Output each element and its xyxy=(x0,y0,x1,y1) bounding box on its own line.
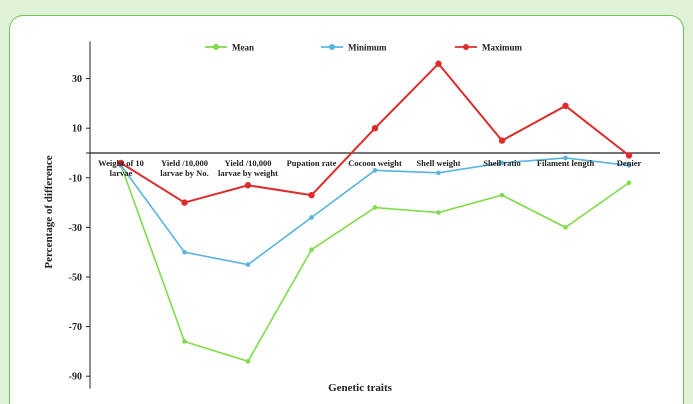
data-point-minimum xyxy=(563,155,568,161)
series-group xyxy=(117,60,633,364)
data-point-mean xyxy=(563,225,568,230)
legend-swatch-marker xyxy=(329,44,335,50)
data-point-mean xyxy=(309,247,314,253)
data-point-mean xyxy=(499,192,505,198)
data-point-maximum xyxy=(117,159,125,167)
data-point-maximum xyxy=(562,102,569,110)
x-category-label: Shell ratio xyxy=(483,158,521,168)
y-tick-label: -70 xyxy=(69,322,82,333)
y-tick-label: 10 xyxy=(72,124,82,135)
data-point-mean xyxy=(626,180,632,186)
legend: Mean Minimum Maximum xyxy=(205,43,522,53)
data-point-maximum xyxy=(625,152,633,159)
data-point-minimum xyxy=(626,163,632,168)
data-point-minimum xyxy=(245,262,251,267)
data-point-minimum xyxy=(309,215,314,220)
data-point-minimum xyxy=(499,160,505,166)
axes: 30 10 -10 -30 -50 -70 -90 xyxy=(69,41,660,389)
x-category-label: Yield /10,000 larvae by weight xyxy=(218,158,278,178)
y-tick-label: -10 xyxy=(69,173,82,184)
data-point-mean xyxy=(436,210,441,215)
legend-swatch-marker xyxy=(463,44,469,50)
data-point-mean xyxy=(182,339,187,344)
x-category-label: Denier xyxy=(617,158,642,168)
data-point-maximum xyxy=(308,191,315,199)
category-labels: Weight of 10 larvae Yield /10,000 larvae by… xyxy=(98,158,641,178)
series-line-maximum xyxy=(120,62,630,204)
x-category-label: Pupation rate xyxy=(287,158,337,168)
y-axis-title: Percentage of difference xyxy=(43,155,55,268)
data-point-mean xyxy=(245,359,251,364)
x-axis-title: Genetic traits xyxy=(328,382,393,394)
data-point-mean xyxy=(372,205,378,210)
data-point-minimum xyxy=(182,249,187,255)
legend-label-maximum: Maximum xyxy=(482,43,522,53)
x-category-label: Cocoon weight xyxy=(348,158,402,168)
x-category-label: Weight of 10 larvae xyxy=(98,158,144,178)
data-point-maximum xyxy=(371,125,379,132)
y-tick-label: -90 xyxy=(69,372,82,383)
data-point-maximum xyxy=(498,137,506,144)
legend-label-mean: Mean xyxy=(232,43,254,53)
x-category-label: Yield /10,000 larvae by No. xyxy=(160,158,208,178)
data-point-minimum xyxy=(372,168,378,173)
data-point-maximum xyxy=(244,182,252,189)
series-line-mean xyxy=(120,165,630,363)
data-point-minimum xyxy=(436,170,441,176)
y-tick-label: 30 xyxy=(72,74,82,85)
legend-label-minimum: Minimum xyxy=(348,43,387,53)
y-tick-label: -50 xyxy=(69,273,82,284)
x-category-label: Filament length xyxy=(537,158,595,168)
x-category-label: Shell weight xyxy=(416,158,460,168)
data-point-maximum xyxy=(435,60,442,67)
data-point-maximum xyxy=(181,199,188,206)
chart-frame xyxy=(9,15,684,404)
legend-swatch-marker xyxy=(213,44,219,50)
y-tick-label: -30 xyxy=(69,223,82,234)
